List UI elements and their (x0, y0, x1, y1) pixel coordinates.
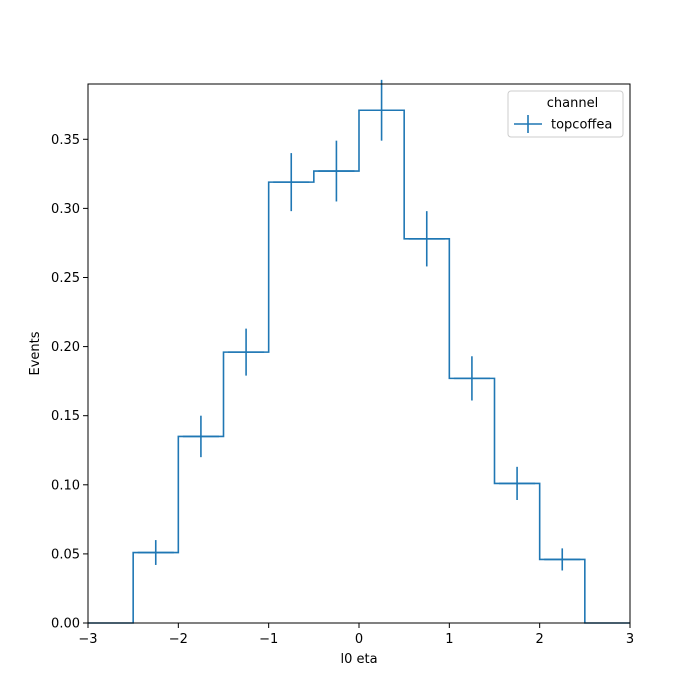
x-tick-label: 2 (536, 632, 544, 647)
x-tick-label: −1 (259, 632, 278, 647)
error-bar (453, 356, 490, 401)
error-bar (544, 548, 581, 571)
y-tick-label: 0.10 (51, 478, 80, 493)
error-bar (408, 211, 445, 267)
x-tick-label: 1 (445, 632, 453, 647)
legend-entry: topcoffea (514, 115, 612, 133)
legend-title: channel (547, 96, 598, 111)
x-tick-label: 0 (355, 632, 363, 647)
y-axis-label: Events (28, 331, 43, 375)
y-tick-label: 0.25 (51, 271, 80, 286)
legend-box (507, 90, 624, 138)
x-tick-label: 3 (626, 632, 634, 647)
x-tick-label: −3 (78, 632, 97, 647)
x-tick-label: −2 (169, 632, 188, 647)
plot-marks (88, 79, 630, 624)
error-bar (499, 466, 536, 500)
y-tick-label: 0.05 (51, 547, 80, 562)
y-tick-label: 0.30 (51, 202, 80, 217)
legend: channel topcoffea (507, 90, 624, 138)
y-tick-label: 0.20 (51, 340, 80, 355)
error-bar (228, 328, 265, 376)
x-axis-label: l0 eta (340, 652, 377, 667)
legend-label: topcoffea (551, 118, 612, 133)
error-bar (137, 540, 174, 565)
y-tick-label: 0.00 (51, 617, 80, 632)
y-tick-label: 0.15 (51, 409, 80, 424)
error-bar (273, 153, 310, 212)
error-bar (318, 140, 355, 202)
axes: −3 −2 −1 0 1 2 3 0.00 0.05 0.10 0.15 0.20 0.25 0.30 0.… (28, 83, 634, 667)
error-bar (363, 79, 400, 141)
error-bar (182, 415, 219, 458)
y-tick-label: 0.35 (51, 133, 80, 148)
histogram-step-line (88, 109, 630, 624)
